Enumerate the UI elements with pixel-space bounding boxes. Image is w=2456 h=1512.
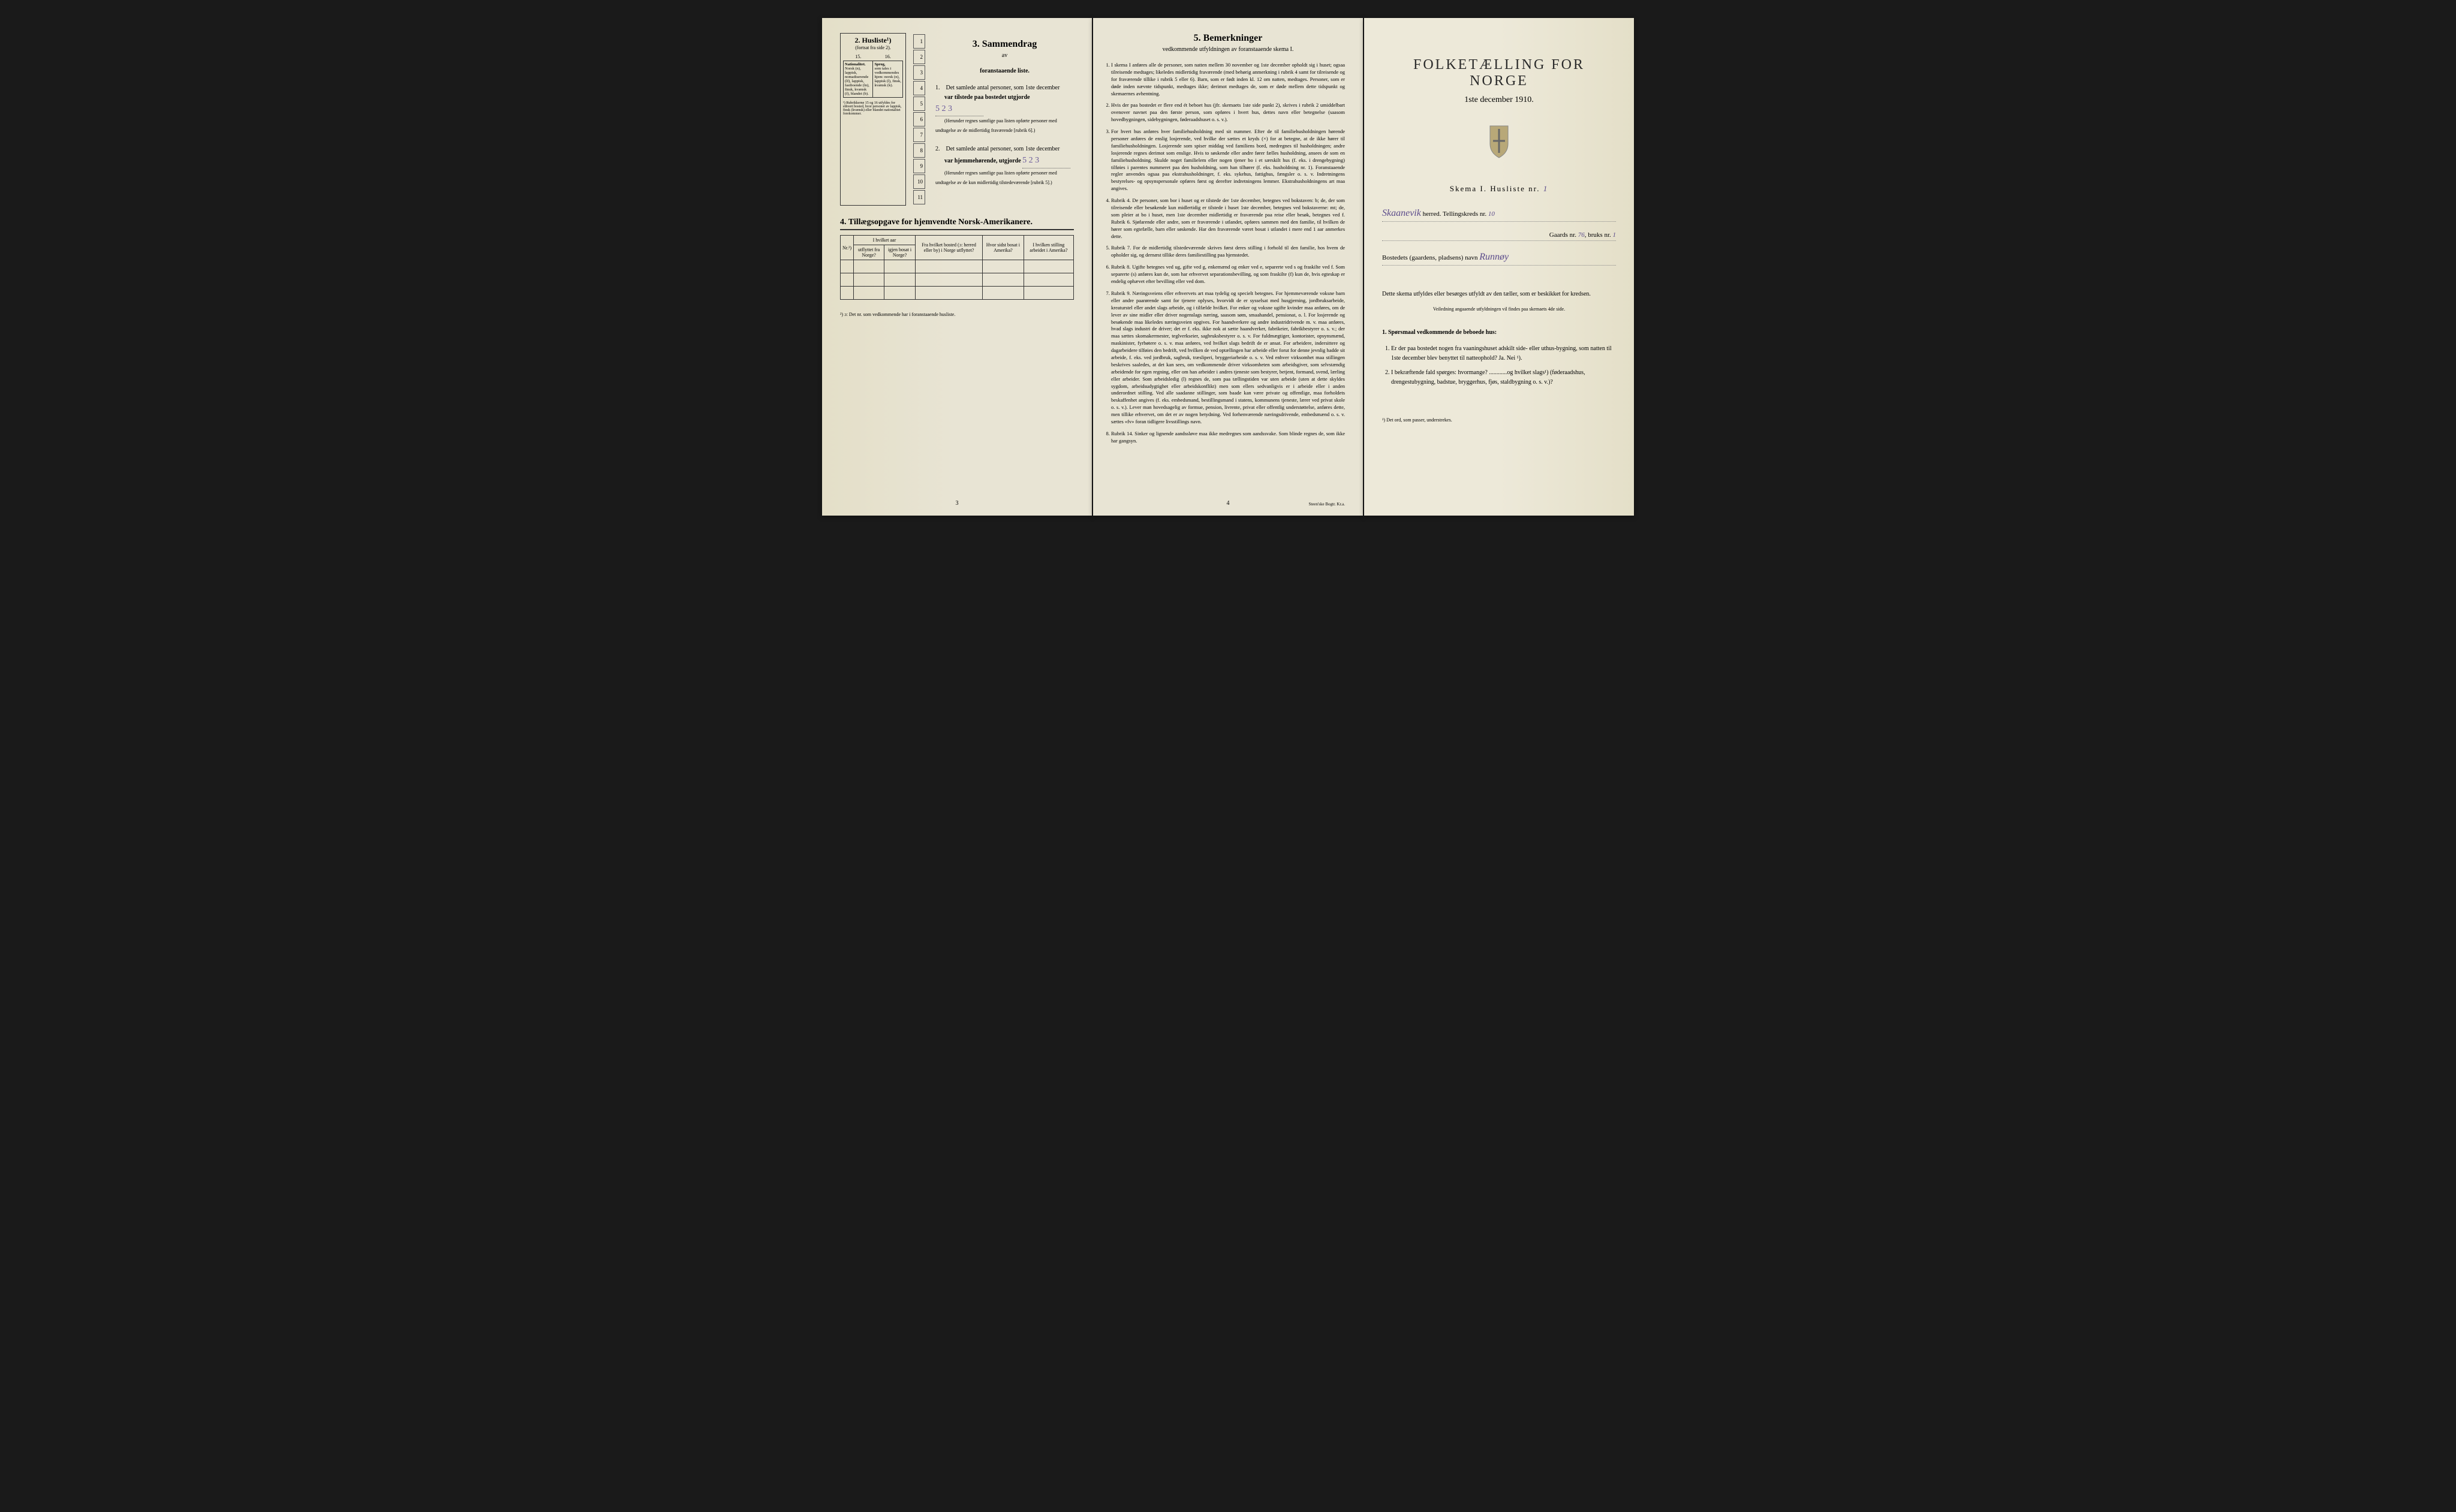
husliste-section: 2. Husliste¹) (fortsat fra side 2). 15. …: [840, 33, 1074, 206]
col-igjen: igjen bosat i Norge?: [884, 245, 916, 260]
husliste-title: 2. Husliste¹): [843, 36, 903, 45]
item-line2: var tilstede paa bostedet utgjorde: [944, 94, 1030, 101]
husliste-footnote: ¹) Rubrikkerne 15 og 16 utfyldes for eth…: [843, 101, 903, 116]
page-middle: 5. Bemerkninger vedkommende utfyldningen…: [1093, 18, 1363, 516]
husliste-continued: (fortsat fra side 2).: [843, 45, 903, 50]
row-num: 4: [913, 81, 925, 95]
row-num: 2: [913, 50, 925, 64]
item-num: 1.: [935, 83, 944, 93]
bemerk-sub: vedkommende utfyldningen av foranstaaend…: [1111, 46, 1345, 53]
item-text: Det samlede antal personer, som 1ste dec…: [946, 85, 1060, 91]
item-note: (Herunder regnes samtlige paa listen opf…: [935, 118, 1057, 133]
herred-label: herred. Tellingskreds nr.: [1423, 210, 1487, 218]
herred-line: Skaanevik herred. Tellingskreds nr. 10: [1382, 206, 1616, 222]
row-num: 8: [913, 143, 925, 158]
bemerk-item: Rubrik 9. Næringsveiens eller erhvervets…: [1111, 290, 1345, 426]
census-title: FOLKETÆLLING FOR NORGE: [1382, 57, 1616, 89]
row-numbers: 1 2 3 4 5 6 7 8 9 10 11: [912, 33, 926, 206]
row-num: 10: [913, 174, 925, 189]
bosted-value: Runnøy: [1479, 252, 1509, 262]
question-2: I bekræftende fald spørges: hvormange? .…: [1391, 368, 1616, 387]
herred-value: Skaanevik: [1382, 208, 1421, 218]
sammendrag-item-1: 1. Det samlede antal personer, som 1ste …: [912, 83, 1074, 135]
skema-label: Skema I. Husliste nr.: [1450, 184, 1540, 193]
row-num: 1: [913, 34, 925, 49]
col-stilling: I hvilken stilling arbeidet i Amerika?: [1024, 236, 1073, 260]
sammendrag-item-2: 2. Det samlede antal personer, som 1ste …: [912, 144, 1074, 187]
bemerk-title: 5. Bemerkninger: [1111, 33, 1345, 44]
tillaeg-footnote: ²) ɔ: Det nr. som vedkommende har i fora…: [840, 312, 1074, 317]
page3-footnote: ¹) Det ord, som passer, understrekes.: [1382, 417, 1616, 423]
col-bosted: Fra hvilket bosted (ɔ: herred eller by) …: [915, 236, 982, 260]
bemerk-item: Hvis der paa bostedet er flere end ét be…: [1111, 102, 1345, 124]
bemerk-item: Rubrik 8. Ugifte betegnes ved ug, gifte …: [1111, 264, 1345, 285]
col-nr: Nr.²): [841, 236, 854, 260]
sammendrag-title: 3. Sammendrag: [912, 39, 1074, 50]
page-right: FOLKETÆLLING FOR NORGE 1ste december 191…: [1364, 18, 1634, 516]
col15-header: Nationalitet.: [845, 62, 865, 67]
item-text: Det samlede antal personer, som 1ste dec…: [946, 146, 1060, 152]
gaards-label: Gaards nr.: [1549, 231, 1576, 239]
tillaeg-title: 4. Tillægsopgave for hjemvendte Norsk-Am…: [840, 218, 1074, 230]
kreds-nr: 10: [1488, 210, 1495, 218]
handwritten-value-1: 5 2 3: [935, 104, 952, 113]
col16-header: Sprog,: [874, 62, 885, 67]
tillaeg-table: Nr.²) I hvilket aar Fra hvilket bosted (…: [840, 235, 1074, 300]
row-num: 7: [913, 128, 925, 142]
item-note: (Herunder regnes samtlige paa listen opf…: [935, 170, 1057, 185]
question-1: Er der paa bostedet nogen fra vaaningshu…: [1391, 344, 1616, 363]
col-utflyttet: utflyttet fra Norge?: [854, 245, 884, 260]
page-left: 2. Husliste¹) (fortsat fra side 2). 15. …: [822, 18, 1092, 516]
bemerk-item: For hvert hus anføres hver familiehushol…: [1111, 128, 1345, 192]
printer-mark: Steen'ske Bogtr. Kr.a.: [1308, 502, 1345, 507]
veiledning-text: Veiledning angaaende utfyldningen vil fi…: [1382, 306, 1616, 313]
gaards-line: Gaards nr. 76, bruks nr. 1: [1382, 230, 1616, 242]
row-num: 6: [913, 112, 925, 126]
document-pages: 2. Husliste¹) (fortsat fra side 2). 1 5. …: [822, 18, 1634, 516]
handwritten-value-2: 5 2 3: [1022, 156, 1039, 165]
bemerk-item: Rubrik 14. Sinker og lignende aandssløve…: [1111, 430, 1345, 445]
bruks-label: bruks nr.: [1588, 231, 1611, 239]
item-num: 2.: [935, 144, 944, 154]
gaards-nr: 76: [1578, 231, 1585, 239]
instruction-text: Dette skema utfyldes eller besørges utfy…: [1382, 290, 1616, 299]
row-num: 5: [913, 97, 925, 111]
sammendrag-section: 1 2 3 4 5 6 7 8 9 10 11 3. Sammendrag av: [912, 33, 1074, 206]
col-16: 16.: [873, 53, 903, 61]
coat-of-arms-icon: [1382, 123, 1616, 166]
bosted-label: Bostedets (gaardens, pladsens) navn: [1382, 254, 1477, 261]
bemerk-item: Rubrik 4. De personer, som bor i huset o…: [1111, 197, 1345, 240]
col-15: 15.: [844, 53, 873, 61]
questions-list: Er der paa bostedet nogen fra vaaningshu…: [1391, 344, 1616, 387]
bemerk-item: Rubrik 7. For de midlertidig tilstedevær…: [1111, 245, 1345, 259]
sammendrag-sub: av: [912, 52, 1074, 59]
col-aar: I hvilket aar: [854, 236, 916, 245]
skema-line: Skema I. Husliste nr. 1: [1382, 184, 1616, 194]
census-date: 1ste december 1910.: [1382, 95, 1616, 105]
col15-text: Norsk (n), lappisk, nomadiserende (lf), …: [845, 67, 869, 96]
bosted-line: Bostedets (gaardens, pladsens) navn Runn…: [1382, 249, 1616, 266]
row-num: 3: [913, 65, 925, 80]
bemerk-item: I skema I anføres alle de personer, som …: [1111, 62, 1345, 97]
col-amerika: Hvor sidst bosat i Amerika?: [983, 236, 1024, 260]
questions-header: 1. Spørsmaal vedkommende de beboede hus:: [1382, 329, 1497, 336]
husliste-columns: 2. Husliste¹) (fortsat fra side 2). 15. …: [840, 33, 906, 206]
row-num: 9: [913, 159, 925, 173]
col16-text: som tales i vedkommendes hjem: norsk (n)…: [874, 67, 901, 88]
sammendrag-sub2: foranstaaende liste.: [912, 68, 1074, 74]
page-number: 4: [1227, 500, 1230, 507]
bemerkninger-list: I skema I anføres alle de personer, som …: [1111, 62, 1345, 445]
husliste-nr-value: 1: [1543, 184, 1549, 193]
row-num: 11: [913, 190, 925, 204]
bruks-nr: 1: [1613, 231, 1617, 239]
page-number: 3: [956, 500, 959, 507]
item-line2: var hjemmehørende, utgjorde: [944, 158, 1021, 164]
